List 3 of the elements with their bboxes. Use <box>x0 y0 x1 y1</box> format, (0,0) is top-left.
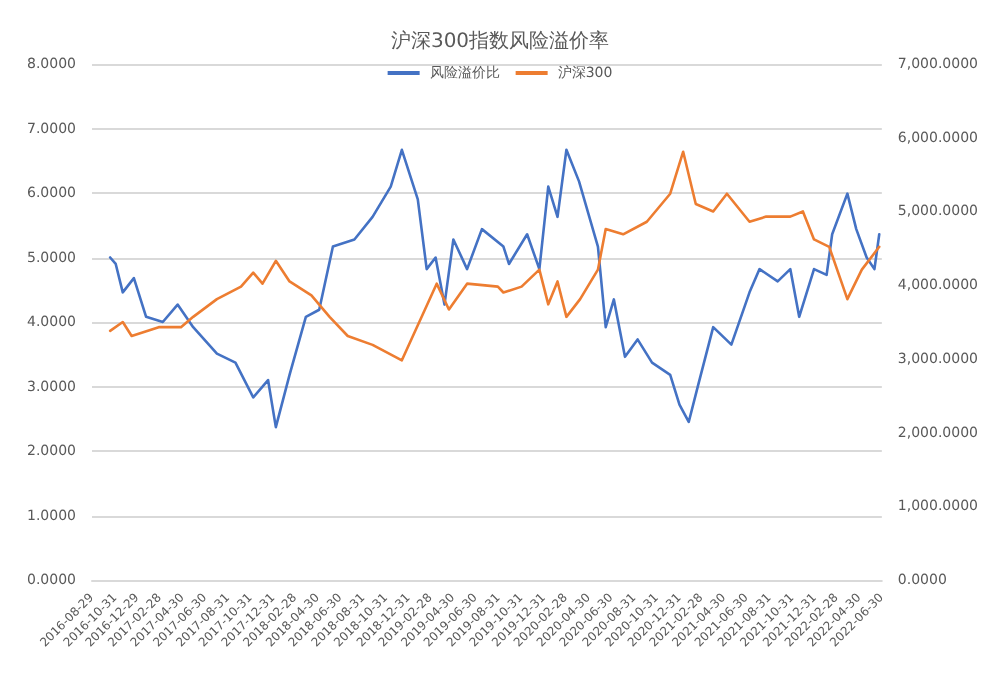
line-series <box>108 148 881 429</box>
chart-title: 沪深300指数风险溢价率 <box>390 29 610 53</box>
line-series <box>108 150 881 362</box>
